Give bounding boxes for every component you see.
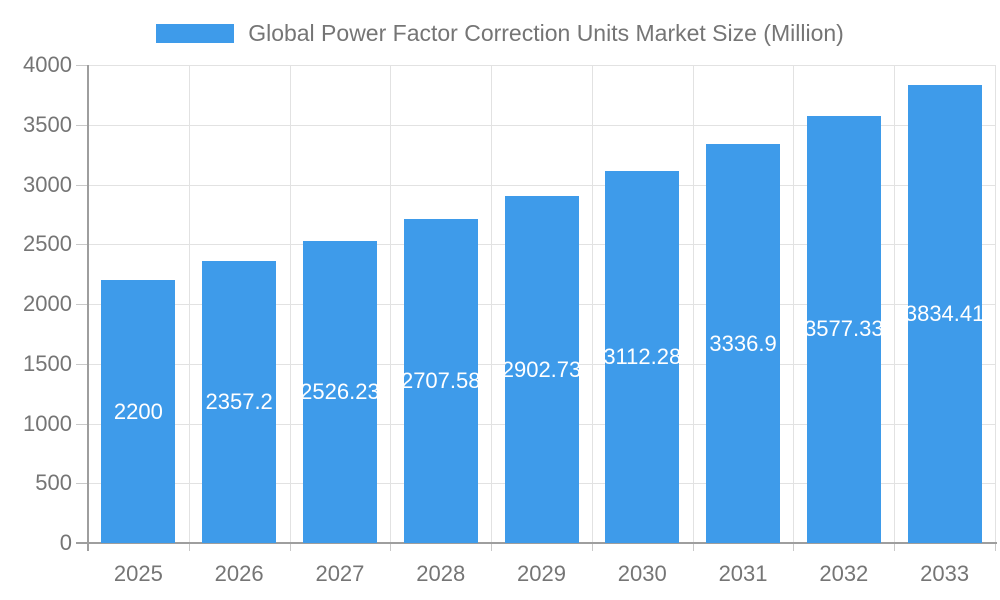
bar-2025: 2200	[101, 280, 176, 543]
bar-2032: 3577.33	[806, 115, 881, 543]
y-tick-label-2000: 2000	[23, 291, 72, 316]
x-axis-line	[76, 542, 997, 544]
v-gridline-4	[491, 65, 493, 543]
bar-value-label-2033: 3834.41	[907, 300, 982, 326]
bar-value-label-2031: 3336.9	[709, 330, 777, 356]
bar-2033: 3834.41	[907, 84, 982, 543]
legend-item[interactable]: Global Power Factor Correction Units Mar…	[156, 20, 844, 47]
y-tick-label-3500: 3500	[23, 111, 72, 137]
y-tick-mark-2500	[76, 244, 88, 246]
x-tick-label-2032: 2032	[819, 561, 869, 586]
y-tick-label-1500: 1500	[23, 350, 72, 376]
bar-2029: 2902.73	[504, 196, 579, 543]
y-tick-mark-4000	[76, 65, 88, 66]
v-gridline-7	[793, 65, 795, 543]
x-tick-mark-2	[289, 543, 291, 551]
x-tick-label-2031: 2031	[718, 561, 768, 586]
v-gridline-1	[188, 65, 190, 543]
v-gridline-9	[995, 65, 996, 543]
bar-2027: 2526.23	[302, 241, 377, 543]
x-tick-mark-6	[692, 543, 694, 551]
bar-value-label-2030: 3112.28	[605, 344, 680, 370]
bar-value-label-2029: 2902.73	[504, 356, 579, 382]
y-tick-label-0: 0	[59, 530, 72, 555]
v-gridline-5	[591, 65, 593, 543]
bar-2031: 3336.9	[706, 144, 781, 543]
x-tick-mark-1	[188, 543, 190, 551]
h-gridline-3500	[88, 124, 995, 126]
x-tick-label-2026: 2026	[214, 561, 264, 586]
x-tick-label-2029: 2029	[517, 561, 566, 586]
x-tick-mark-3	[390, 543, 392, 551]
x-tick-label-2030: 2030	[617, 561, 667, 586]
y-tick-mark-1500	[76, 363, 88, 365]
y-tick-label-3000: 3000	[23, 171, 72, 197]
v-gridline-8	[894, 65, 896, 543]
x-tick-label-2027: 2027	[315, 561, 365, 586]
legend-label: Global Power Factor Correction Units Mar…	[248, 20, 844, 46]
v-gridline-6	[692, 65, 694, 543]
v-gridline-3	[390, 65, 392, 543]
x-tick-mark-4	[491, 543, 493, 551]
x-tick-label-2033: 2033	[920, 561, 970, 586]
bar-2030: 3112.28	[605, 171, 680, 543]
y-tick-label-2500: 2500	[23, 231, 72, 257]
x-tick-mark-5	[591, 543, 593, 551]
y-tick-label-1000: 1000	[23, 410, 72, 436]
bar-2028: 2707.58	[403, 219, 478, 543]
h-gridline-3000	[88, 184, 995, 186]
x-tick-label-2028: 2028	[416, 561, 466, 586]
bar-value-label-2025: 2200	[113, 398, 163, 424]
y-tick-mark-3000	[76, 184, 88, 186]
y-tick-mark-1000	[76, 423, 88, 425]
bar-value-label-2032: 3577.33	[806, 316, 881, 342]
bar-2026: 2357.2	[202, 261, 277, 543]
y-tick-mark-3500	[76, 124, 88, 126]
legend-marker-swatch	[156, 24, 235, 43]
y-tick-label-500: 500	[35, 470, 72, 496]
v-gridline-2	[289, 65, 291, 543]
bar-value-label-2028: 2707.58	[403, 368, 478, 394]
y-tick-label-4000: 4000	[23, 52, 72, 77]
y-tick-mark-500	[76, 483, 88, 485]
h-gridline-4000	[88, 65, 995, 66]
legend: Global Power Factor Correction Units Mar…	[0, 20, 1000, 47]
bar-value-label-2026: 2357.2	[205, 389, 273, 415]
x-tick-label-2025: 2025	[113, 561, 163, 586]
bar-value-label-2027: 2526.23	[302, 379, 377, 405]
y-tick-mark-2000	[76, 304, 88, 305]
x-tick-mark-7	[793, 543, 795, 551]
y-axis-line	[87, 65, 89, 551]
x-tick-mark-8	[894, 543, 896, 551]
x-tick-mark-9	[995, 543, 996, 551]
